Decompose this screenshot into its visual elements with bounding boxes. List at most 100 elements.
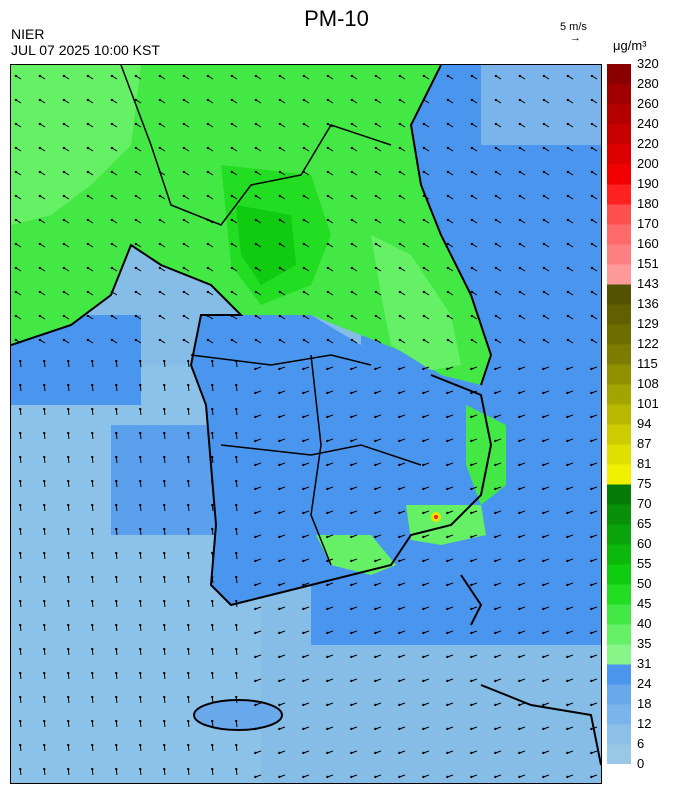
wind-arrow-head bbox=[422, 655, 425, 659]
concentration-map bbox=[10, 64, 602, 784]
wind-arrow-head bbox=[62, 98, 66, 102]
wind-arrow-head bbox=[62, 194, 66, 198]
wind-arrow-head bbox=[19, 431, 22, 435]
wind-arrow-head bbox=[326, 655, 329, 659]
wind-arrow-head bbox=[134, 266, 138, 270]
province-border-3 bbox=[310, 354, 332, 566]
wind-arrow-head bbox=[211, 623, 214, 627]
wind-arrow-head bbox=[470, 391, 473, 395]
wind-arrow-head bbox=[422, 290, 426, 294]
wind-arrow-head bbox=[302, 583, 305, 587]
wind-arrow-head bbox=[350, 170, 354, 174]
wind-arrow-head bbox=[211, 527, 214, 531]
wind-arrow-head bbox=[422, 266, 426, 270]
wind-arrow-head bbox=[566, 775, 569, 779]
wind-arrow-head bbox=[398, 511, 401, 515]
wind-arrow-head bbox=[235, 551, 238, 555]
wind-arrow-head bbox=[278, 775, 281, 779]
wind-arrow-head bbox=[542, 218, 546, 222]
wind-arrow-head bbox=[187, 767, 190, 771]
legend-tick-label: 101 bbox=[637, 396, 659, 411]
legend-swatch bbox=[607, 684, 631, 705]
wind-arrow-head bbox=[302, 391, 305, 395]
wind-arrow-head bbox=[62, 218, 66, 222]
wind-arrow-head bbox=[374, 74, 378, 78]
wind-arrow-head bbox=[86, 218, 90, 222]
legend-swatch bbox=[607, 464, 631, 485]
wind-arrow-head bbox=[326, 122, 330, 126]
wind-arrow-head bbox=[163, 431, 166, 435]
province-border-1 bbox=[190, 354, 372, 366]
wind-arrow-head bbox=[542, 607, 545, 611]
east-coast-hotspot bbox=[466, 405, 506, 505]
wind-arrow-head bbox=[139, 479, 142, 483]
wind-arrow-head bbox=[494, 511, 497, 515]
legend-swatch bbox=[607, 184, 631, 205]
legend-swatch bbox=[607, 644, 631, 665]
wind-arrow-head bbox=[470, 146, 474, 150]
wind-arrow-head bbox=[542, 511, 545, 515]
wind-arrow-head bbox=[158, 170, 162, 174]
wind-arrow-head bbox=[470, 218, 474, 222]
wind-arrow-head bbox=[86, 290, 90, 294]
wind-arrow-head bbox=[446, 535, 449, 539]
legend-swatch bbox=[607, 264, 631, 285]
wind-arrow-head bbox=[302, 218, 306, 222]
wind-arrow-head bbox=[254, 415, 257, 419]
wind-arrow-head bbox=[446, 655, 449, 659]
wind-arrow-head bbox=[446, 74, 450, 78]
wind-arrow-head bbox=[235, 383, 238, 387]
wind-arrow-head bbox=[302, 314, 306, 318]
wind-arrow-head bbox=[566, 367, 569, 371]
wind-arrow-head bbox=[86, 242, 90, 246]
wind-arrow-head bbox=[566, 535, 569, 539]
wind-arrow-head bbox=[211, 407, 214, 411]
wind-arrow-head bbox=[134, 74, 138, 78]
wind-arrow-head bbox=[187, 455, 190, 459]
wind-arrow-head bbox=[470, 98, 474, 102]
legend-tick-label: 24 bbox=[637, 676, 652, 691]
wind-arrow-head bbox=[590, 266, 594, 270]
legend-swatch bbox=[607, 124, 631, 145]
wind-arrow-head bbox=[211, 575, 214, 579]
wind-arrow-head bbox=[38, 314, 42, 318]
wind-arrow-head bbox=[470, 679, 473, 683]
wind-arrow-head bbox=[350, 122, 354, 126]
wind-arrow-head bbox=[302, 751, 305, 755]
wind-arrow-head bbox=[211, 431, 214, 435]
wind-arrow-head bbox=[590, 535, 593, 539]
wind-arrow-head bbox=[182, 242, 186, 246]
wind-arrow-head bbox=[110, 122, 114, 126]
legend-tick-label: 65 bbox=[637, 516, 652, 531]
wind-arrow-head bbox=[91, 695, 94, 699]
wind-arrow-head bbox=[278, 415, 281, 419]
wind-arrow-head bbox=[374, 751, 377, 755]
wind-arrow-head bbox=[158, 242, 162, 246]
wind-arrow-head bbox=[398, 314, 402, 318]
wind-arrow-head bbox=[374, 290, 378, 294]
wind-arrow-head bbox=[67, 671, 70, 675]
wind-arrow-head bbox=[91, 647, 94, 651]
wind-arrow-head bbox=[110, 74, 114, 78]
wind-arrow-head bbox=[350, 74, 354, 78]
wind-arrow-head bbox=[422, 122, 426, 126]
wind-arrow-head bbox=[494, 631, 497, 635]
wind-arrow-head bbox=[590, 194, 594, 198]
wind-arrow-head bbox=[67, 431, 70, 435]
wind-arrow-head bbox=[254, 775, 257, 779]
wind-arrow-head bbox=[38, 170, 42, 174]
legend-tick-label: 170 bbox=[637, 216, 659, 231]
wind-arrow-head bbox=[19, 455, 22, 459]
wind-arrow-head bbox=[374, 314, 378, 318]
wind-arrow-head bbox=[187, 479, 190, 483]
wind-arrow-head bbox=[278, 170, 282, 174]
legend-tick-label: 70 bbox=[637, 496, 652, 511]
wind-arrow-head bbox=[278, 679, 281, 683]
wind-arrow-head bbox=[350, 338, 354, 342]
wind-arrow-head bbox=[494, 242, 498, 246]
wind-arrow-head bbox=[115, 647, 118, 651]
wind-arrow-head bbox=[374, 511, 377, 515]
wind-arrow-head bbox=[163, 479, 166, 483]
wind-arrow-head bbox=[211, 551, 214, 555]
wind-arrow-head bbox=[566, 98, 570, 102]
